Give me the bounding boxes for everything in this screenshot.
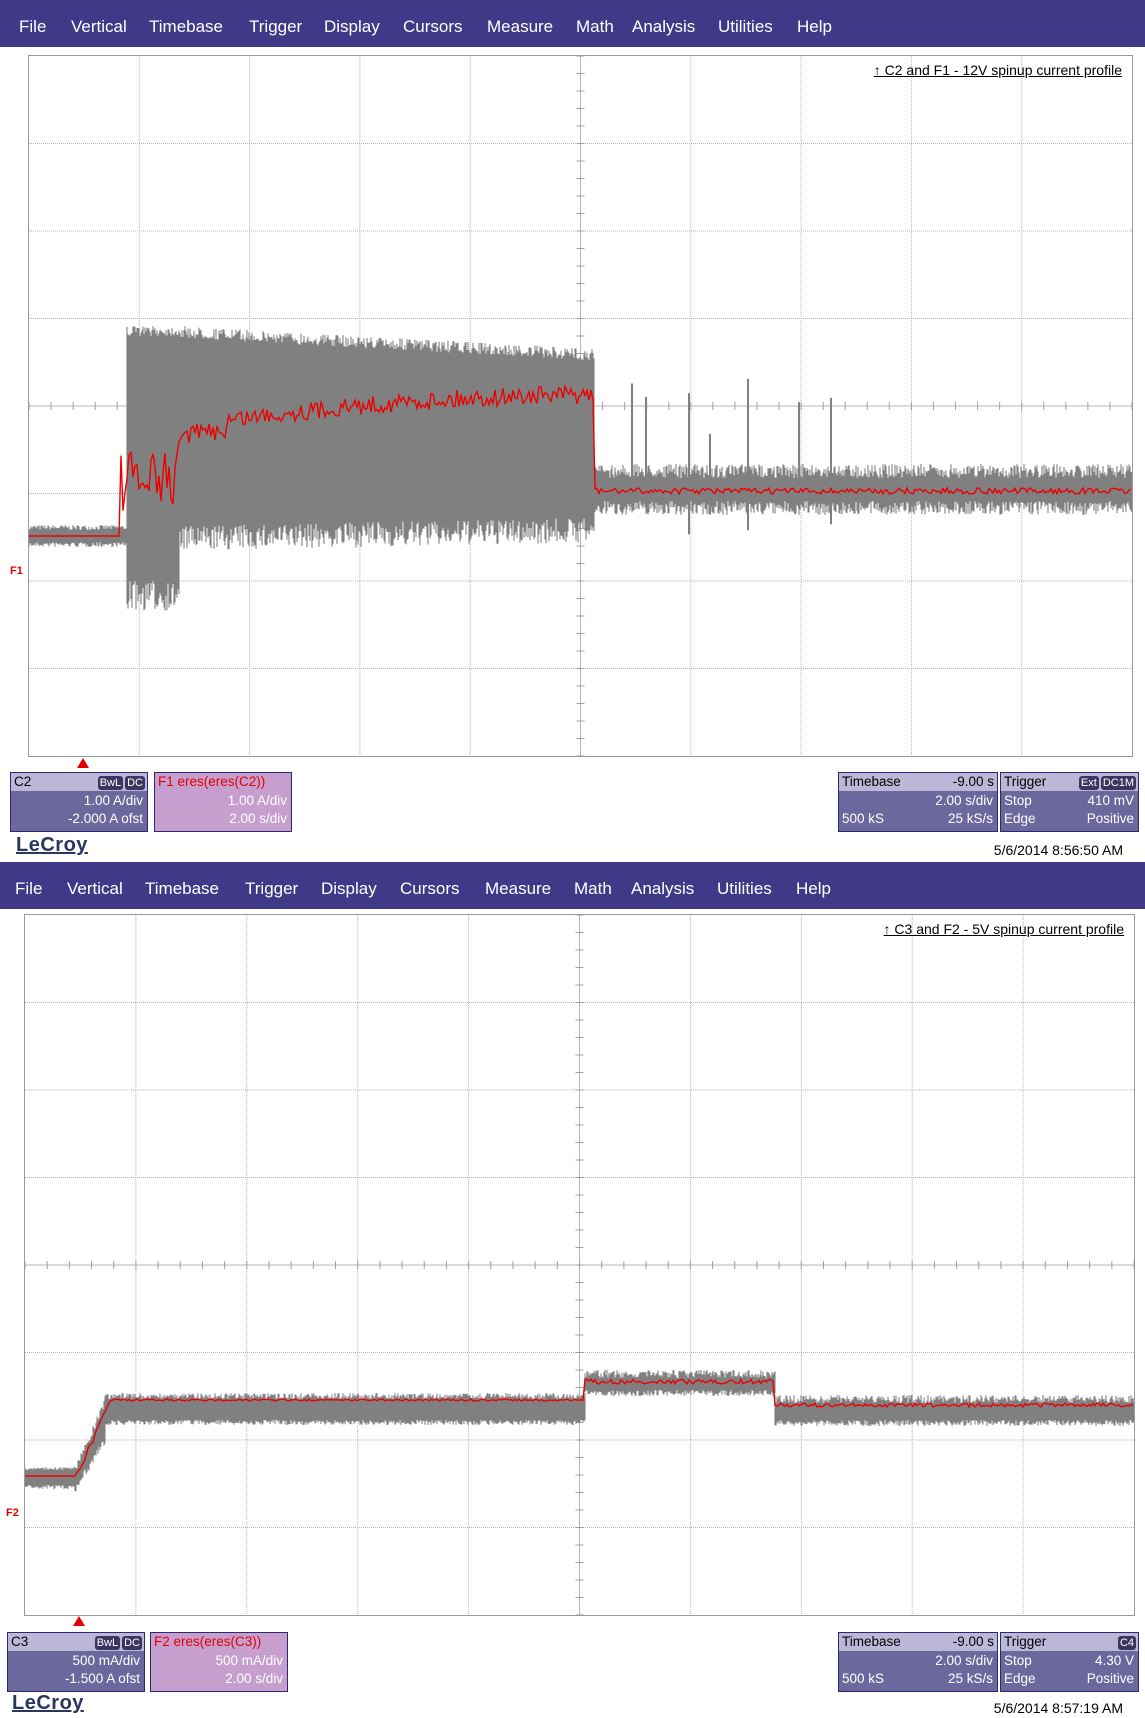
menu-timebase[interactable]: Timebase bbox=[149, 17, 224, 36]
c3-raw-trace bbox=[25, 1370, 1134, 1492]
menu-vertical[interactable]: Vertical bbox=[71, 17, 127, 36]
trace-label-f1: F1 bbox=[10, 565, 23, 577]
math-vertical-scale: 1.00 A/div bbox=[227, 793, 287, 808]
menu-file[interactable]: File bbox=[19, 17, 47, 36]
menu-analysis[interactable]: Analysis bbox=[631, 879, 695, 898]
vertical-offset: -1.500 A ofst bbox=[64, 1671, 140, 1686]
waveform-grid[interactable]: ↑ C2 and F1 - 12V spinup current profile bbox=[28, 55, 1133, 757]
coupling-badge: DC bbox=[122, 1636, 142, 1650]
trace-label-f2: F2 bbox=[6, 1507, 19, 1519]
channel-c2-panel[interactable]: C2 BwL DC 1.00 A/div -2.000 A ofst bbox=[10, 772, 148, 832]
menu-measure[interactable]: Measure bbox=[485, 879, 552, 898]
waveform-grid[interactable]: ↑ C3 and F2 - 5V spinup current profile bbox=[24, 914, 1135, 1616]
waveform-traces bbox=[29, 326, 1132, 611]
trigger-type: Edge bbox=[1004, 811, 1036, 826]
timebase-delay: -9.00 s bbox=[952, 774, 994, 789]
trigger-position-marker bbox=[77, 758, 89, 768]
waveform-traces bbox=[25, 1370, 1134, 1492]
menu-math[interactable]: Math bbox=[576, 17, 614, 36]
trigger-level: 4.30 V bbox=[1094, 1653, 1134, 1668]
lecroy-logo: LeCroy bbox=[16, 834, 88, 856]
menu-cursors[interactable]: Cursors bbox=[400, 879, 460, 898]
sample-count: 500 kS bbox=[842, 811, 885, 826]
timestamp: 5/6/2014 8:56:50 AM bbox=[993, 842, 1123, 858]
trigger-panel[interactable]: Trigger C4 Stop 4.30 V Edge Positive bbox=[1000, 1632, 1139, 1692]
timebase-label: Timebase bbox=[842, 1634, 901, 1649]
f2-filtered-trace bbox=[25, 1377, 1134, 1477]
trigger-mode: Stop bbox=[1004, 1653, 1032, 1668]
timebase-label: Timebase bbox=[842, 774, 901, 789]
trigger-source-badge: C4 bbox=[1117, 1636, 1136, 1650]
coupling-badge: DC bbox=[125, 776, 145, 790]
trace-caption: ↑ C3 and F2 - 5V spinup current profile bbox=[883, 921, 1124, 937]
math-f1-panel[interactable]: F1 eres(eres(C2)) 1.00 A/div 2.00 s/div bbox=[154, 772, 292, 832]
math-f2-panel[interactable]: F2 eres(eres(C3)) 500 mA/div 2.00 s/div bbox=[150, 1632, 288, 1692]
menu-display[interactable]: Display bbox=[321, 879, 377, 898]
menu-analysis[interactable]: Analysis bbox=[632, 17, 696, 36]
vertical-scale: 500 mA/div bbox=[72, 1653, 140, 1668]
timebase-panel[interactable]: Timebase -9.00 s 2.00 s/div 500 kS 25 kS… bbox=[838, 1632, 998, 1692]
channel-name: C2 bbox=[14, 774, 32, 789]
scope-screen-2: File Vertical Timebase Trigger Display C… bbox=[0, 862, 1145, 1718]
menu-help[interactable]: Help bbox=[797, 17, 832, 36]
trigger-level: 410 mV bbox=[1087, 793, 1134, 808]
bandwidth-limit-badge: BwL bbox=[94, 1636, 121, 1650]
c2-raw-trace bbox=[29, 326, 1132, 611]
menu-cursors[interactable]: Cursors bbox=[403, 17, 463, 36]
vertical-scale: 1.00 A/div bbox=[83, 793, 143, 808]
vertical-offset: -2.000 A ofst bbox=[67, 811, 143, 826]
trigger-mode: Stop bbox=[1004, 793, 1032, 808]
menu-utilities[interactable]: Utilities bbox=[718, 17, 773, 36]
menu-measure[interactable]: Measure bbox=[487, 17, 554, 36]
scope-screen-1: File Vertical Timebase Trigger Display C… bbox=[0, 0, 1145, 858]
graticule bbox=[25, 915, 1134, 1615]
timebase-delay: -9.00 s bbox=[952, 1634, 994, 1649]
timestamp: 5/6/2014 8:57:19 AM bbox=[993, 1700, 1123, 1716]
trace-caption: ↑ C2 and F1 - 12V spinup current profile bbox=[873, 62, 1122, 78]
menu-vertical[interactable]: Vertical bbox=[67, 879, 123, 898]
menu-help[interactable]: Help bbox=[796, 879, 831, 898]
trigger-position-marker bbox=[73, 1616, 85, 1626]
menu-utilities[interactable]: Utilities bbox=[717, 879, 772, 898]
trigger-source-badge: Ext bbox=[1078, 776, 1099, 790]
trigger-label: Trigger bbox=[1004, 1634, 1047, 1649]
time-per-div: 2.00 s/div bbox=[935, 1653, 993, 1668]
math-vertical-scale: 500 mA/div bbox=[215, 1653, 283, 1668]
menu-bar: File Vertical Timebase Trigger Display C… bbox=[0, 862, 1145, 909]
channel-c3-panel[interactable]: C3 BwL DC 500 mA/div -1.500 A ofst bbox=[7, 1632, 145, 1692]
menu-timebase[interactable]: Timebase bbox=[145, 879, 220, 898]
menu-math[interactable]: Math bbox=[574, 879, 612, 898]
time-per-div: 2.00 s/div bbox=[935, 793, 993, 808]
bandwidth-limit-badge: BwL bbox=[97, 776, 124, 790]
math-title: F2 eres(eres(C3)) bbox=[154, 1634, 262, 1649]
channel-name: C3 bbox=[11, 1634, 29, 1649]
trigger-coupling-badge: DC1M bbox=[1100, 776, 1136, 790]
menu-trigger[interactable]: Trigger bbox=[245, 879, 299, 898]
math-title: F1 eres(eres(C2)) bbox=[158, 774, 266, 789]
timebase-panel[interactable]: Timebase -9.00 s 2.00 s/div 500 kS 25 kS… bbox=[838, 772, 998, 832]
trigger-type: Edge bbox=[1004, 1671, 1036, 1686]
sample-rate: 25 kS/s bbox=[947, 1671, 993, 1686]
math-time-scale: 2.00 s/div bbox=[225, 1671, 283, 1686]
trigger-slope: Positive bbox=[1086, 811, 1134, 826]
menu-file[interactable]: File bbox=[15, 879, 43, 898]
sample-rate: 25 kS/s bbox=[947, 811, 993, 826]
f1-filtered-trace bbox=[29, 383, 1132, 537]
menu-trigger[interactable]: Trigger bbox=[249, 17, 303, 36]
menu-bar: File Vertical Timebase Trigger Display C… bbox=[0, 0, 1145, 47]
trigger-label: Trigger bbox=[1004, 774, 1047, 789]
trigger-panel[interactable]: Trigger Ext DC1M Stop 410 mV Edge Positiv… bbox=[1000, 772, 1139, 832]
menu-display[interactable]: Display bbox=[324, 17, 380, 36]
lecroy-logo: LeCroy bbox=[12, 1692, 84, 1714]
sample-count: 500 kS bbox=[842, 1671, 885, 1686]
trigger-slope: Positive bbox=[1086, 1671, 1134, 1686]
math-time-scale: 2.00 s/div bbox=[229, 811, 287, 826]
